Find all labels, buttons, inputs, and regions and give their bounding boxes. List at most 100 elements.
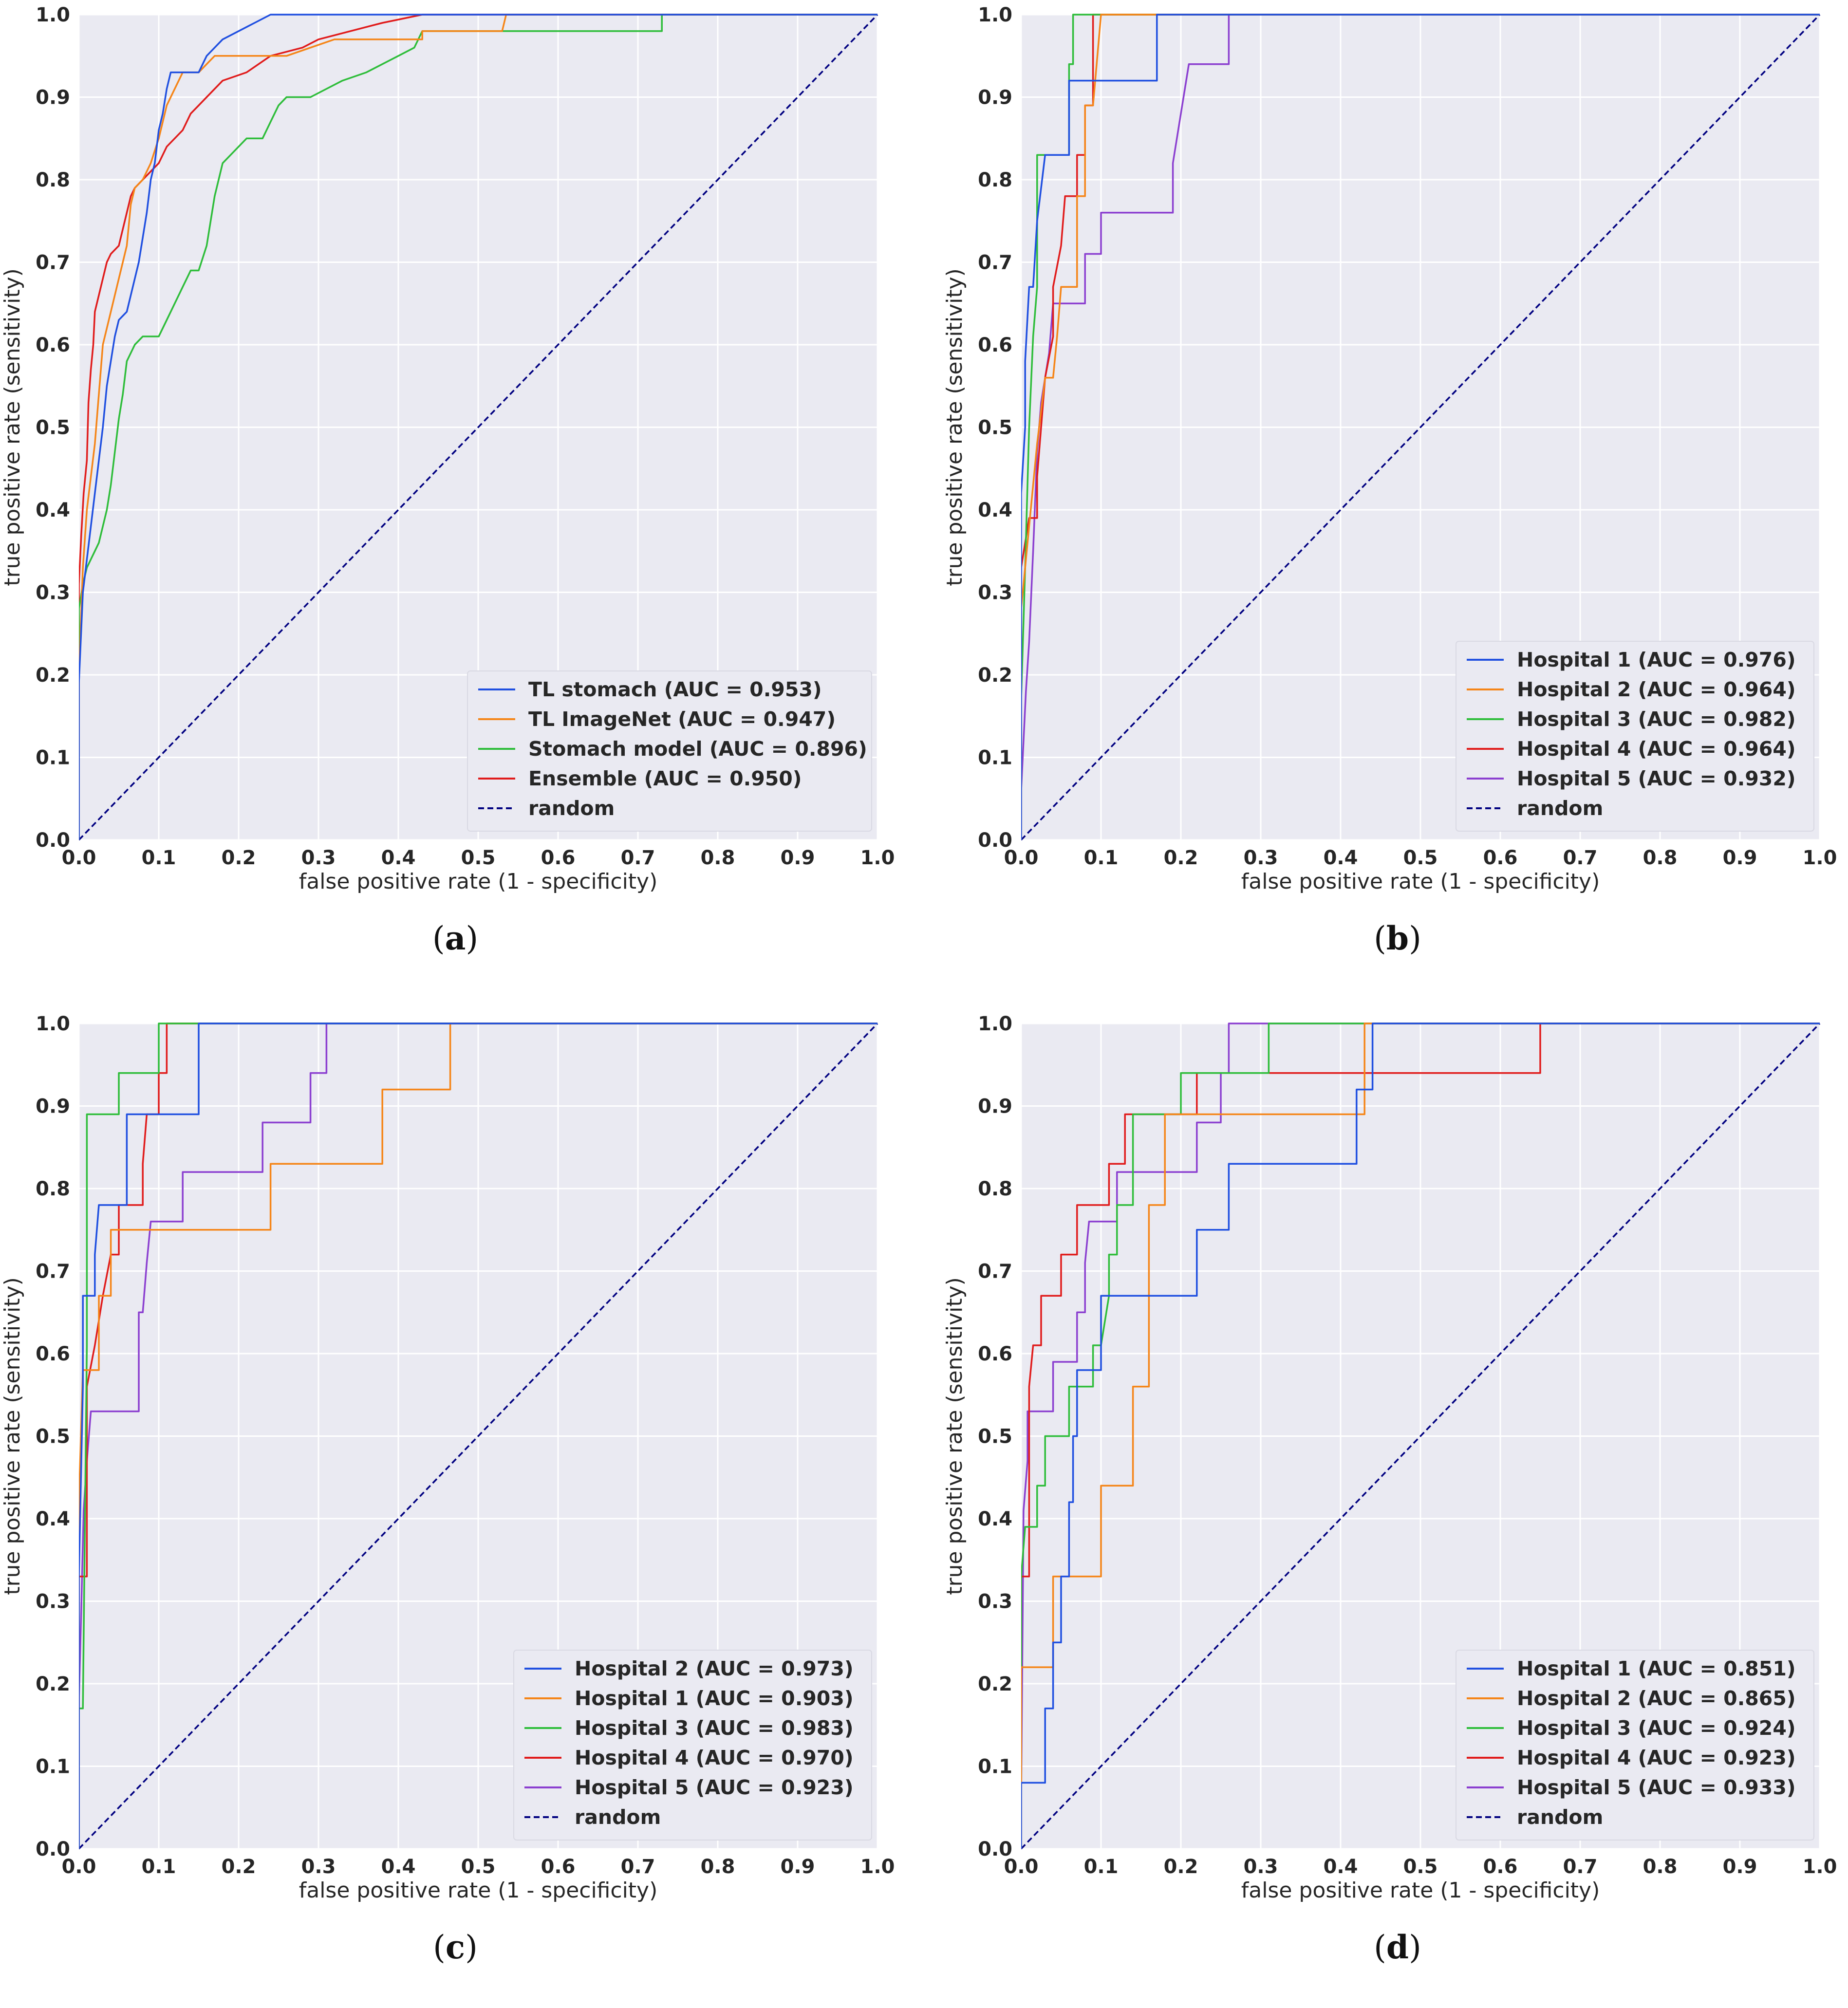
x-tick-label: 0.0	[1004, 847, 1039, 869]
legend-label: random	[1517, 1805, 1603, 1829]
x-tick-label: 0.7	[621, 847, 655, 869]
y-tick-label: 0.7	[36, 1261, 70, 1283]
y-axis-label: true positive rate (sensitivity)	[942, 1277, 967, 1595]
x-tick-label: 1.0	[860, 1856, 895, 1878]
x-tick-label: 0.5	[1403, 847, 1438, 869]
x-tick-label: 0.1	[142, 1856, 176, 1878]
x-tick-label: 0.0	[1004, 1856, 1039, 1878]
series-line-1	[79, 14, 877, 840]
x-axis-label: false positive rate (1 - specificity)	[1241, 869, 1600, 894]
x-tick-label: 0.6	[1483, 847, 1518, 869]
x-tick-label: 0.7	[621, 1856, 655, 1878]
series-line-4	[1021, 1023, 1820, 1849]
y-tick-label: 0.1	[978, 747, 1012, 769]
legend-label: Hospital 3 (AUC = 0.982)	[1517, 707, 1796, 731]
chart-panel-c: 0.0 0.0 0.1 0.1 0.2 0.2 0.3 0.3 0.4 0.4 0.5 0.5 0.6 0…	[0, 1009, 915, 2007]
roc-chart-a: 0.00.0 0.1 0.1 0.2 0.2 0.3 0.3 0.4 0.4 0.5 0.5 0.6 0…	[0, 4, 895, 894]
legend-label: Hospital 4 (AUC = 0.964)	[1517, 737, 1796, 761]
y-tick-label: 0.2	[978, 1673, 1012, 1695]
x-tick-label: 1.0	[1803, 1856, 1837, 1878]
y-axis-label: true positive rate (sensitivity)	[0, 268, 25, 586]
y-tick-label: 0.5	[978, 417, 1012, 439]
x-tick-label: 0.7	[1563, 847, 1598, 869]
y-tick-label: 1.0	[978, 4, 1012, 26]
y-tick-label: 1.0	[36, 1013, 70, 1035]
x-tick-label: 0.1	[1084, 1856, 1119, 1878]
y-tick-label: 0.6	[36, 1343, 70, 1365]
series-line-5	[79, 1023, 877, 1849]
y-tick-label: 0.0	[36, 1838, 70, 1860]
legend-label: Hospital 5 (AUC = 0.933)	[1517, 1776, 1796, 1799]
y-tick-label: 0.3	[978, 582, 1012, 604]
y-tick-label: 0.5	[978, 1426, 1012, 1448]
x-tick-label: 0.4	[1324, 1856, 1358, 1878]
x-tick-label: 0.1	[1084, 847, 1119, 869]
y-tick-label: 0.6	[978, 1343, 1012, 1365]
legend-label: Stomach model (AUC = 0.896)	[528, 737, 867, 761]
x-tick-label: 0.6	[1483, 1856, 1518, 1878]
y-tick-label: 1.0	[978, 1013, 1012, 1035]
y-tick-label: 0.8	[36, 169, 70, 191]
series-line-3	[79, 1023, 877, 1849]
legend-label: Hospital 1 (AUC = 0.976)	[1517, 648, 1796, 671]
legend-label: TL stomach (AUC = 0.953)	[528, 678, 822, 701]
y-tick-label: 0.3	[978, 1591, 1012, 1613]
x-tick-label: 0.4	[1324, 847, 1358, 869]
y-tick-label: 0.2	[36, 664, 70, 687]
y-tick-label: 0.1	[36, 747, 70, 769]
y-tick-label: 0.7	[978, 1261, 1012, 1283]
x-tick-label: 0.4	[381, 847, 416, 869]
x-tick-label: 0.7	[1563, 1856, 1598, 1878]
legend-label: Ensemble (AUC = 0.950)	[528, 767, 802, 790]
legend-label: Hospital 3 (AUC = 0.983)	[575, 1716, 854, 1740]
y-tick-label: 0.8	[36, 1178, 70, 1200]
legend-label: Hospital 3 (AUC = 0.924)	[1517, 1716, 1796, 1740]
y-tick-label: 0.1	[36, 1756, 70, 1778]
series-line-2	[1021, 14, 1820, 840]
y-tick-label: 0.4	[36, 499, 70, 521]
x-tick-label: 0.2	[1164, 847, 1198, 869]
x-tick-label: 0.8	[1643, 1856, 1678, 1878]
chart-panel-b: 0.0 0.0 0.1 0.1 0.2 0.2 0.3 0.3 0.4 0.4 0.5 0.5 0.6 0…	[942, 0, 1848, 998]
x-tick-label: 0.2	[222, 1856, 256, 1878]
y-tick-label: 0.3	[36, 582, 70, 604]
y-tick-label: 0.4	[978, 1508, 1012, 1530]
series-line-5	[1021, 14, 1820, 840]
x-tick-label: 1.0	[860, 847, 895, 869]
y-tick-label: 0.5	[36, 1426, 70, 1448]
y-tick-label: 0.8	[978, 169, 1012, 191]
x-tick-label: 0.1	[142, 847, 176, 869]
x-tick-label: 0.5	[461, 847, 496, 869]
x-tick-label: 0.6	[541, 1856, 576, 1878]
legend-box	[467, 670, 872, 832]
legend-label: Hospital 5 (AUC = 0.932)	[1517, 767, 1796, 790]
x-tick-label: 0.2	[222, 847, 256, 869]
y-tick-label: 0.2	[978, 664, 1012, 687]
series-line-2	[1021, 1023, 1820, 1849]
series-line-random	[1021, 1023, 1821, 1850]
y-tick-label: 0.9	[36, 1096, 70, 1118]
y-tick-label: 0.4	[978, 499, 1012, 521]
y-tick-label: 0.7	[978, 252, 1012, 274]
y-tick-label: 0.4	[36, 1508, 70, 1530]
x-axis-label: false positive rate (1 - specificity)	[299, 869, 658, 894]
series-line-1	[1021, 1023, 1820, 1849]
series-line-random	[79, 1023, 878, 1850]
x-tick-label: 0.4	[381, 1856, 416, 1878]
x-axis-label: false positive rate (1 - specificity)	[299, 1878, 658, 1903]
legend-label: TL ImageNet (AUC = 0.947)	[528, 707, 836, 731]
x-tick-label: 0.3	[1244, 1856, 1278, 1878]
y-tick-label: 0.6	[978, 334, 1012, 356]
x-tick-label: 0.9	[781, 1856, 815, 1878]
x-tick-label: 0.6	[541, 847, 576, 869]
y-tick-label: 0.6	[36, 334, 70, 356]
x-tick-label: 0.5	[1403, 1856, 1438, 1878]
y-tick-label: 0.0	[36, 829, 70, 852]
x-tick-label: 0.2	[1164, 1856, 1198, 1878]
legend-label: Hospital 4 (AUC = 0.923)	[1517, 1746, 1796, 1769]
legend-label: Hospital 1 (AUC = 0.903)	[575, 1687, 854, 1710]
x-tick-label: 0.5	[461, 1856, 496, 1878]
y-tick-label: 0.3	[36, 1591, 70, 1613]
legend-label: Hospital 4 (AUC = 0.970)	[575, 1746, 854, 1769]
chart-panel-a: 0.0 0.0 0.1 0.1 0.2 0.2 0.3 0.3 0.4 0.4 0.5 0.5 0.6 0…	[0, 0, 915, 998]
